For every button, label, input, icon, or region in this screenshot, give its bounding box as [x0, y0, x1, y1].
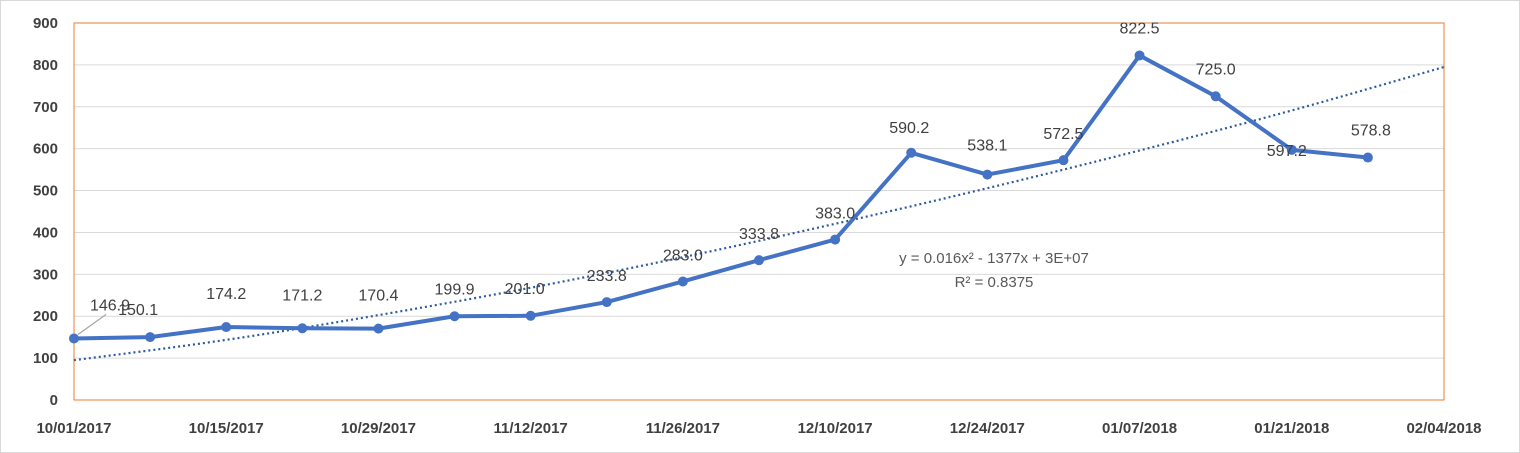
plot-area-border: [73, 22, 1445, 401]
y-tick-label: 700: [33, 99, 58, 116]
x-tick-label: 02/04/2018: [1406, 420, 1481, 437]
data-label: 201.0: [505, 281, 545, 298]
data-label: 578.8: [1351, 123, 1391, 140]
data-point: [601, 297, 612, 308]
data-point: [830, 234, 841, 245]
x-axis-ticks: 10/01/2017 10/15/2017 10/29/2017 11/12/2017…: [36, 420, 1481, 437]
data-label: 233.8: [587, 268, 627, 285]
y-tick-label: 900: [33, 15, 58, 32]
series-group: [69, 50, 1373, 344]
y-tick-label: 300: [33, 266, 58, 283]
data-label: 199.9: [435, 281, 475, 298]
data-point: [754, 255, 764, 266]
data-label: 822.5: [1120, 20, 1160, 37]
data-label: 174.2: [206, 286, 246, 303]
x-tick-label: 12/10/2017: [798, 420, 873, 437]
series-line: [73, 53, 1369, 341]
data-label: 597.2: [1267, 143, 1307, 160]
y-tick-label: 0: [50, 392, 58, 409]
data-point: [69, 333, 79, 344]
y-tick-label: 100: [33, 350, 58, 367]
data-point: [1286, 144, 1297, 155]
gridlines: [74, 22, 1444, 401]
data-point: [906, 147, 917, 158]
data-label: 171.2: [282, 287, 322, 304]
trendline-equation: y = 0.016x² - 1377x + 3E+07: [899, 250, 1089, 267]
trendline-r-squared: R² = 0.8375: [955, 274, 1034, 291]
x-tick-label: 01/21/2018: [1254, 420, 1329, 437]
trendline-group: [73, 65, 1445, 362]
x-tick-label: 10/15/2017: [189, 420, 264, 437]
x-tick-label: 12/24/2017: [950, 420, 1025, 437]
data-point: [1058, 155, 1069, 166]
x-tick-label: 11/12/2017: [494, 420, 568, 437]
x-tick-label: 11/26/2017: [646, 420, 720, 437]
data-label: 150.1: [118, 302, 158, 319]
y-tick-label: 400: [33, 224, 58, 241]
data-point: [1210, 91, 1221, 102]
y-tick-label: 600: [33, 141, 58, 158]
data-label: 725.0: [1196, 61, 1236, 78]
data-label: 283.0: [663, 247, 703, 264]
trendline: [73, 65, 1445, 362]
data-point: [449, 311, 460, 322]
x-tick-label: 01/07/2018: [1102, 420, 1177, 437]
x-tick-label: 10/01/2017: [36, 420, 111, 437]
data-point: [982, 169, 993, 180]
data-point: [145, 332, 156, 343]
y-axis-ticks: 0 100 200 300 400 500 600 700 800 900: [33, 15, 58, 409]
x-tick-label: 10/29/2017: [341, 420, 416, 437]
data-label: 538.1: [967, 138, 1007, 155]
data-label: 383.0: [815, 206, 855, 223]
y-tick-label: 500: [33, 183, 58, 200]
data-label: 333.8: [739, 226, 779, 243]
data-point: [221, 322, 232, 333]
data-label: 572.5: [1043, 126, 1083, 143]
data-point: [297, 323, 308, 334]
y-tick-label: 200: [33, 308, 58, 325]
data-label: 170.4: [358, 288, 398, 305]
y-tick-label: 800: [33, 57, 58, 74]
data-point: [1362, 152, 1373, 163]
data-label: 146.9: [90, 297, 130, 314]
data-point: [373, 323, 384, 334]
data-point: [1134, 50, 1145, 61]
data-point: [525, 310, 536, 321]
data-point: [677, 276, 688, 287]
data-label: 590.2: [889, 120, 929, 137]
label-leader-line: [77, 313, 107, 335]
